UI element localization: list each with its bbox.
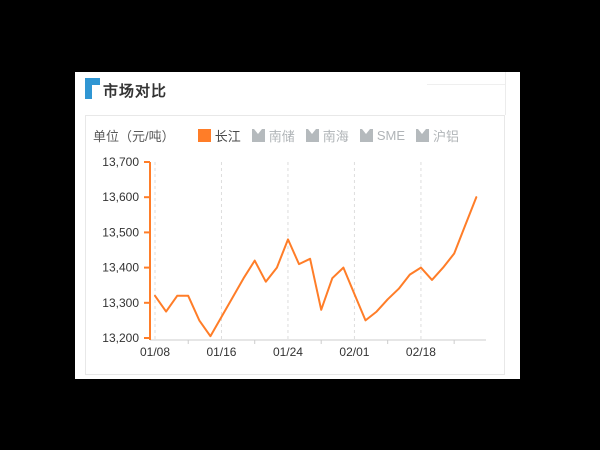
unit-label: 单位（元/吨） — [93, 129, 175, 144]
x-axis-label: 01/24 — [273, 345, 303, 359]
legend-item-label: 南储 — [268, 129, 295, 144]
legend-item-沪铝[interactable]: 沪铝 — [415, 126, 459, 145]
y-axis-label: 13,600 — [102, 190, 139, 204]
legend-item-南海[interactable]: 南海 — [305, 126, 349, 145]
title-corner-icon — [85, 78, 100, 99]
x-axis-label: 01/16 — [206, 345, 236, 359]
series-legend: 长江 南储 南海 SME 沪铝 — [187, 126, 459, 145]
legend-row: 单位（元/吨） 长江 南储 南海 SME 沪铝 — [86, 126, 504, 145]
content-panel: 市场对比 13,700 13,600 13,500 13,400 13,300 13,20… — [75, 72, 520, 379]
series-line-长江 — [154, 196, 478, 338]
legend-item-label: 南海 — [322, 129, 349, 144]
y-axis-label: 13,700 — [102, 155, 139, 169]
legend-swatch-inactive-icon — [415, 129, 429, 142]
legend-swatch-inactive-icon — [359, 129, 373, 142]
legend-item-label: SME — [376, 128, 405, 143]
legend-item-sme[interactable]: SME — [359, 128, 405, 143]
divider-horizontal — [427, 84, 505, 85]
page-title: 市场对比 — [103, 83, 168, 100]
panel-header: 市场对比 — [85, 78, 167, 101]
legend-item-长江[interactable]: 长江 — [197, 126, 241, 145]
y-axis-label: 13,500 — [102, 225, 139, 239]
legend-item-label: 沪铝 — [432, 129, 459, 144]
legend-swatch-inactive-icon — [305, 129, 319, 142]
legend-item-label: 长江 — [214, 129, 241, 144]
divider-vertical — [505, 72, 506, 115]
y-axis-label: 13,200 — [102, 331, 139, 345]
legend-item-南储[interactable]: 南储 — [251, 126, 295, 145]
y-axis-label: 13,400 — [102, 261, 139, 275]
x-axis-label: 01/08 — [140, 345, 170, 359]
chart-card: 13,700 13,600 13,500 13,400 13,300 13,200 01/0… — [85, 115, 505, 375]
price-line-chart: 13,700 13,600 13,500 13,400 13,300 13,20001/0… — [102, 155, 486, 359]
legend-swatch-inactive-icon — [251, 129, 265, 142]
y-axis-label: 13,300 — [102, 296, 139, 310]
x-axis-label: 02/01 — [339, 345, 369, 359]
x-axis-label: 02/18 — [406, 345, 436, 359]
legend-swatch-active-icon — [197, 129, 211, 142]
